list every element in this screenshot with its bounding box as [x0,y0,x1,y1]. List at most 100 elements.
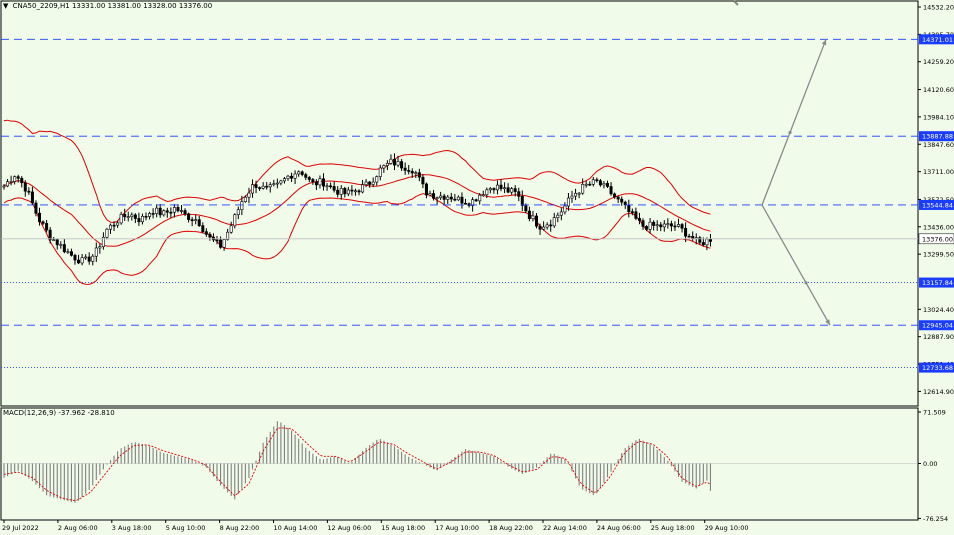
candle-body [27,190,31,193]
level-label: 13157.84 [922,279,953,287]
candle-body [463,202,467,205]
candle-body [325,185,329,188]
candle-body [400,161,404,169]
candle-body [375,176,379,183]
candle-body [609,186,613,195]
time-tick-label: 29 Aug 10:00 [705,524,749,532]
time-tick-label: 24 Aug 06:00 [597,524,641,532]
candle-body [637,218,641,221]
candle-body [37,212,41,223]
candle-body [73,255,77,261]
candle-body [361,184,365,193]
candle-body [194,219,198,221]
candle-body [197,219,201,227]
candle-body [80,257,84,264]
candle-body [350,189,354,192]
candle-body [471,199,475,206]
candle-body [549,224,553,227]
dropdown-triangle-icon[interactable]: ▼ [3,2,9,10]
candle-body [215,239,219,242]
candle-body [485,189,489,195]
candle-body [435,197,439,199]
candle-body [219,239,223,248]
bollinger-middle [3,174,711,247]
candle-body [112,224,116,227]
candle-body [45,223,49,231]
candle-body [410,170,414,174]
candle-body [396,161,400,166]
candle-body [176,207,180,212]
price-tick-label: 14532.20 [923,4,954,12]
chart-header: ▼ CNA50_2209,H1 13331.00 13381.00 13328.… [3,2,212,10]
candle-body [652,221,656,226]
level-label-box [919,131,954,142]
candle-body [55,239,59,246]
candle-body [584,183,588,186]
price-tick-label: 13436.00 [923,223,954,231]
candle-body [449,196,453,200]
macd-tick-label: 0.00 [923,460,937,468]
price-tick-label: 12887.90 [923,333,954,341]
candle-body [605,183,609,187]
time-tick-label: 8 Aug 22:00 [220,524,260,532]
candle-body [417,172,421,178]
price-tick-label: 13847.60 [923,141,954,149]
bollinger-lower [3,193,711,285]
candle-body [2,185,6,188]
projection-node [788,130,792,135]
candle-body [158,207,162,216]
candle-body [183,210,187,215]
macd-plot-frame [0,407,919,521]
candle-body [527,210,531,219]
level-label-box [919,199,954,210]
candle-body [488,188,492,191]
candle-body [556,214,560,218]
candle-body [144,215,148,218]
candle-body [446,196,450,200]
macd-header: MACD(12,26,9) -37.962 -28.810 [3,409,115,417]
candle-body [630,211,634,213]
candle-body [520,196,524,206]
candle-body [623,201,627,206]
candle-body [59,244,63,246]
level-label: 12945.04 [922,322,953,330]
candle-body [20,177,24,184]
candle-body [307,177,311,180]
shift-marker [733,0,739,6]
candle-body [318,178,322,186]
candle-body [286,175,290,179]
time-tick-label: 2 Aug 06:00 [58,524,98,532]
candle-body [140,215,144,223]
candle-body [268,184,272,188]
candle-body [69,251,73,256]
candle-body [304,174,308,178]
candle-body [602,183,606,186]
candle-body [30,191,34,204]
candle-body [495,184,499,191]
candle-body [172,207,176,213]
candle-body [233,214,237,227]
candle-body [6,181,10,187]
candle-body [407,170,411,172]
candle-body [41,221,45,224]
price-tick-label: 13984.10 [923,113,954,121]
candle-body [332,186,336,191]
candle-body [389,158,393,164]
candle-body [382,165,386,169]
candle-body [247,192,251,198]
candle-body [513,188,517,192]
candle-body [510,188,514,193]
candle-body [48,229,52,241]
candle-body [311,179,315,183]
time-tick-label: 12 Aug 06:00 [327,524,371,532]
main-plot-frame [0,0,919,407]
price-tick-label: 13711.00 [923,168,954,176]
macd-signal-line [3,427,711,502]
candle-body [620,198,624,203]
candle-body [275,182,279,185]
candle-body [208,234,212,238]
candle-body [343,188,347,195]
candle-body [474,199,478,202]
candle-body [414,172,418,174]
